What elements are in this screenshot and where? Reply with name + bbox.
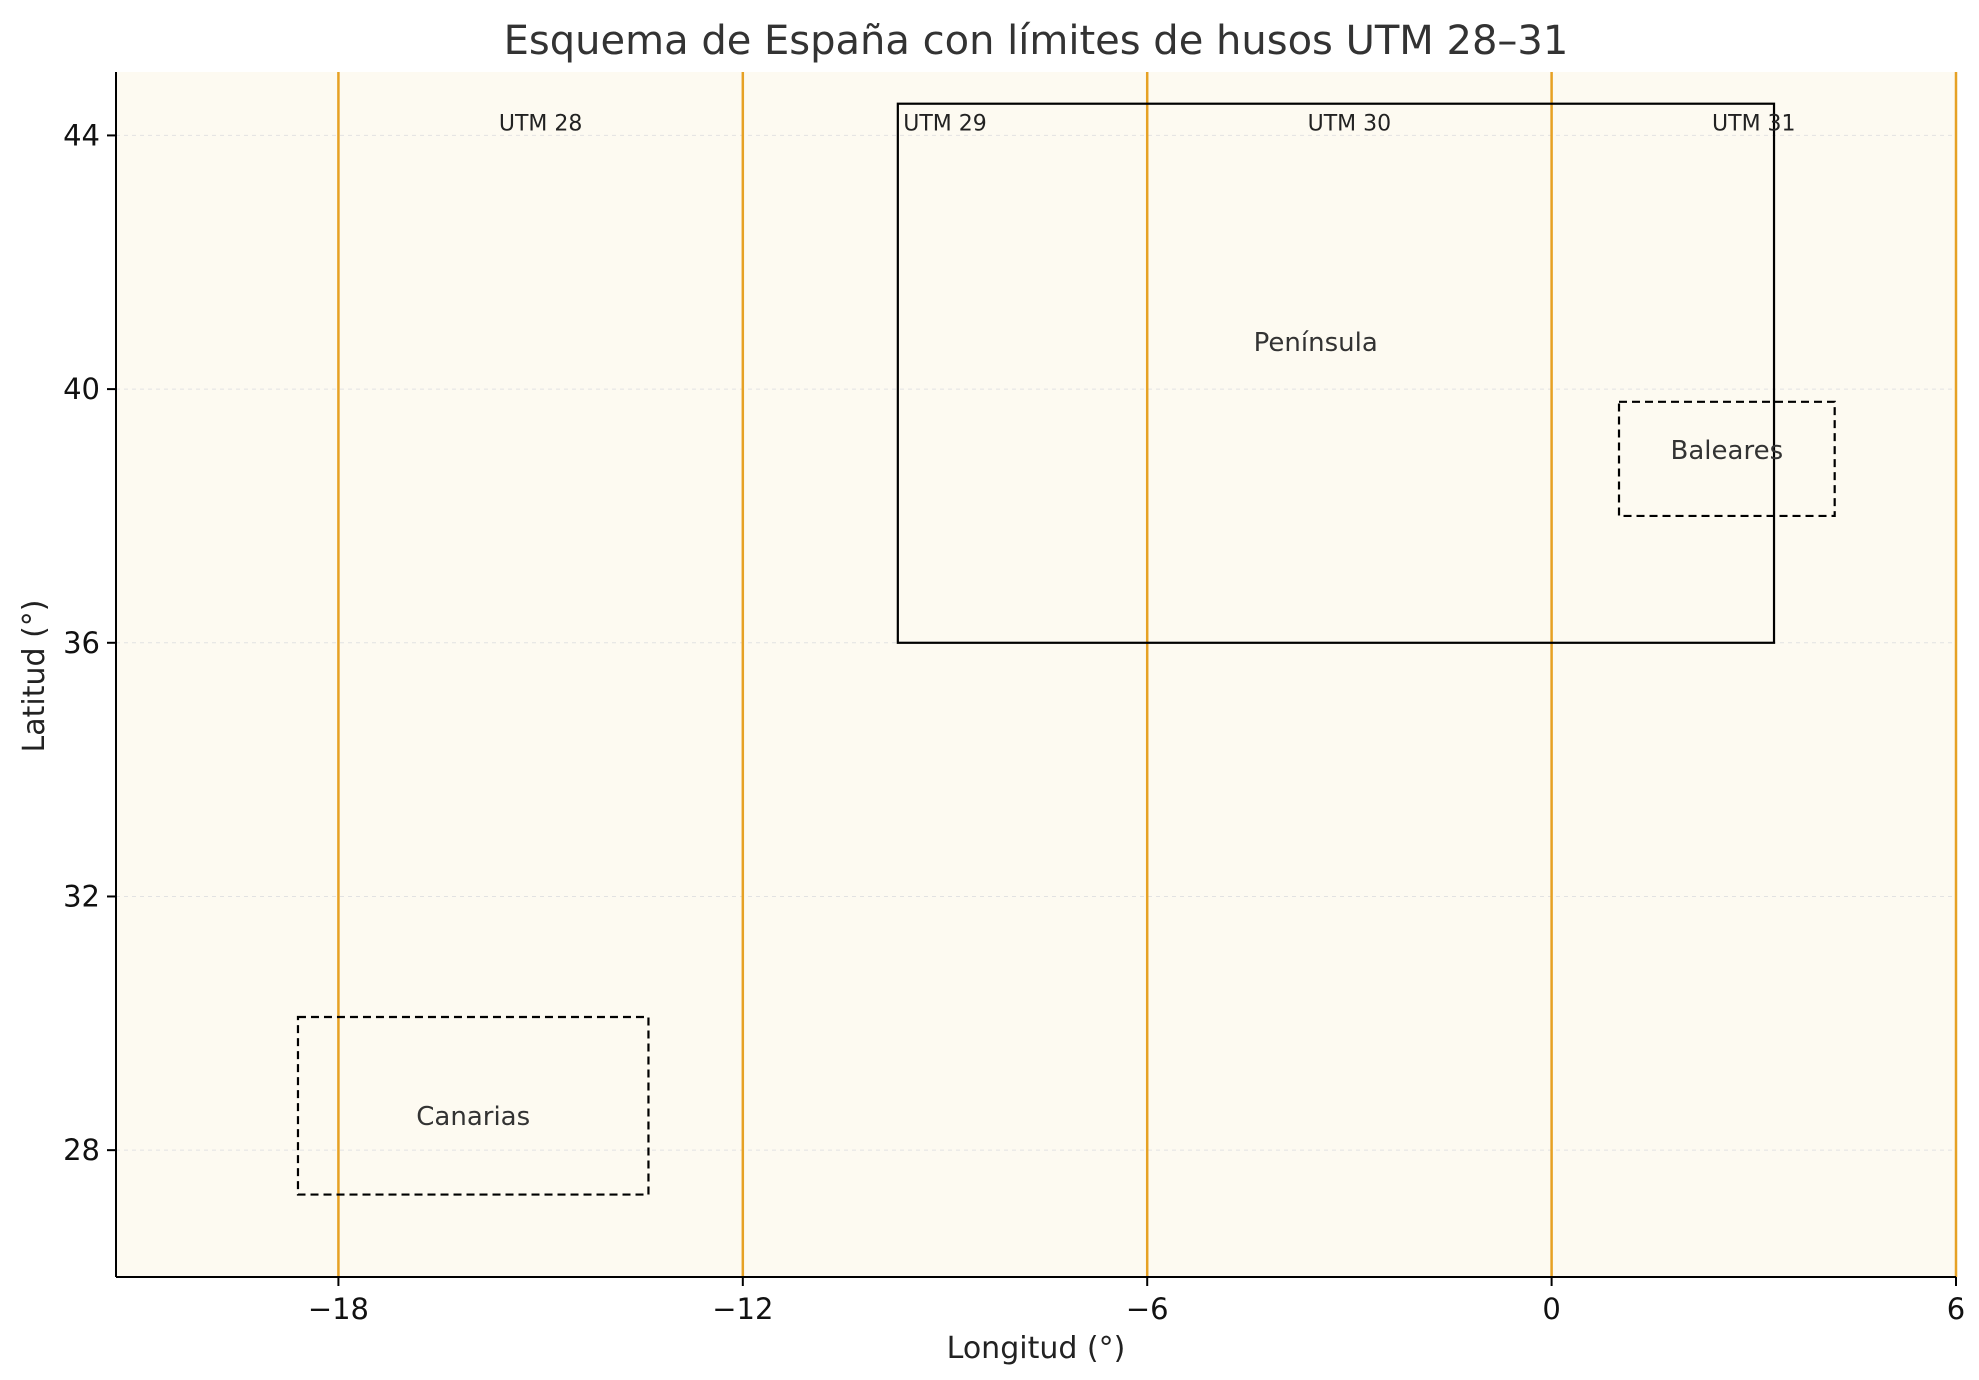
y-axis-label: Latitud (°)	[17, 600, 52, 753]
region-rect	[296, 1015, 650, 1196]
region-rect	[1617, 400, 1836, 518]
regions: Península Baleares Canarias	[296, 102, 1836, 1196]
x-ticks: −18 −12 −6 0 6	[308, 1277, 1965, 1326]
zone-label: UTM 31	[1712, 112, 1796, 137]
x-tick-label: −6	[1126, 1292, 1169, 1326]
x-tick-label: 0	[1542, 1292, 1560, 1326]
zone-label: UTM 30	[1308, 112, 1392, 137]
plot-background	[116, 72, 1956, 1277]
zone-label: UTM 29	[903, 112, 987, 137]
x-tick-label: −12	[712, 1292, 773, 1326]
y-tick-label: 36	[63, 626, 100, 660]
zone-label: UTM 28	[499, 112, 583, 137]
y-tick-label: 44	[63, 118, 100, 152]
zone-labels: UTM 28 UTM 29 UTM 30 UTM 31	[499, 112, 1796, 137]
y-tick-label: 32	[63, 879, 100, 913]
axes	[115, 72, 1956, 1278]
x-tick-label: −18	[308, 1292, 369, 1326]
x-axis-label: Longitud (°)	[947, 1331, 1126, 1366]
region-rect	[896, 102, 1776, 644]
chart-title: Esquema de España con límites de husos U…	[504, 18, 1569, 64]
y-tick-label: 28	[63, 1133, 100, 1167]
region-label: Baleares	[1671, 436, 1784, 466]
zone-boundaries	[337, 72, 1958, 1277]
y-ticks: 28 32 36 40 44	[63, 118, 116, 1167]
region-label: Canarias	[416, 1102, 530, 1132]
y-tick-label: 40	[63, 372, 100, 406]
x-tick-label: 6	[1947, 1292, 1965, 1326]
region-label: Península	[1254, 328, 1378, 358]
